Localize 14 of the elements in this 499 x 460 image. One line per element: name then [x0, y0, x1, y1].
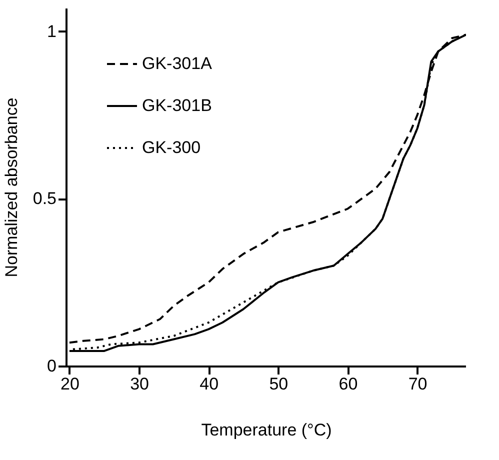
legend-label: GK-301A — [142, 54, 213, 73]
legend-label: GK-300 — [142, 138, 201, 157]
x-tick-label: 50 — [269, 374, 288, 394]
x-tick-label: 40 — [200, 374, 219, 394]
x-tick-label: 70 — [408, 374, 428, 394]
legend-label: GK-301B — [142, 96, 212, 115]
x-tick-label: 30 — [130, 374, 150, 394]
x-tick-label: 60 — [338, 374, 358, 394]
x-tick-label: 20 — [60, 374, 80, 394]
x-axis-title: Temperature (°C) — [201, 420, 332, 440]
y-tick-label: 0.5 — [32, 189, 56, 208]
y-axis-title: Normalized absorbance — [2, 98, 21, 278]
y-tick-label: 1 — [47, 22, 56, 41]
y-tick-label: 0 — [47, 356, 56, 376]
